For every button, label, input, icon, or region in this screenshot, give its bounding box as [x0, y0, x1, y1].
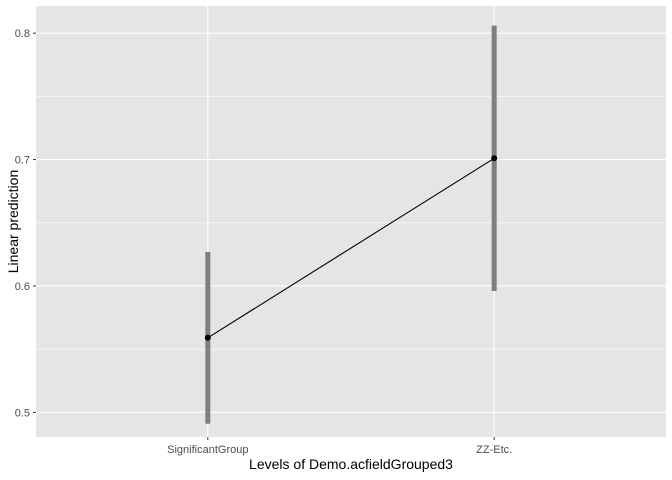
y-tick-label: 0.7 — [15, 155, 30, 167]
grid-minor — [36, 96, 666, 350]
y-tick-label: 0.5 — [15, 407, 30, 419]
panel-background — [36, 6, 666, 437]
y-axis-ticks: 0.5 0.6 0.7 0.8 — [15, 28, 36, 419]
y-tick-label: 0.8 — [15, 28, 30, 40]
points — [204, 155, 498, 341]
data-point — [204, 334, 211, 341]
series-lines — [207, 157, 495, 339]
data-point — [491, 155, 498, 162]
series-line — [207, 157, 495, 339]
y-tick-label: 0.6 — [15, 281, 30, 293]
x-axis-ticks: SignificantGroup ZZ-Etc. — [167, 437, 512, 456]
x-axis-title: Levels of Demo.acfieldGrouped3 — [249, 456, 453, 472]
x-tick-label: ZZ-Etc. — [476, 444, 512, 456]
y-axis-title: Linear prediction — [5, 170, 21, 274]
x-tick-label: SignificantGroup — [167, 444, 248, 456]
